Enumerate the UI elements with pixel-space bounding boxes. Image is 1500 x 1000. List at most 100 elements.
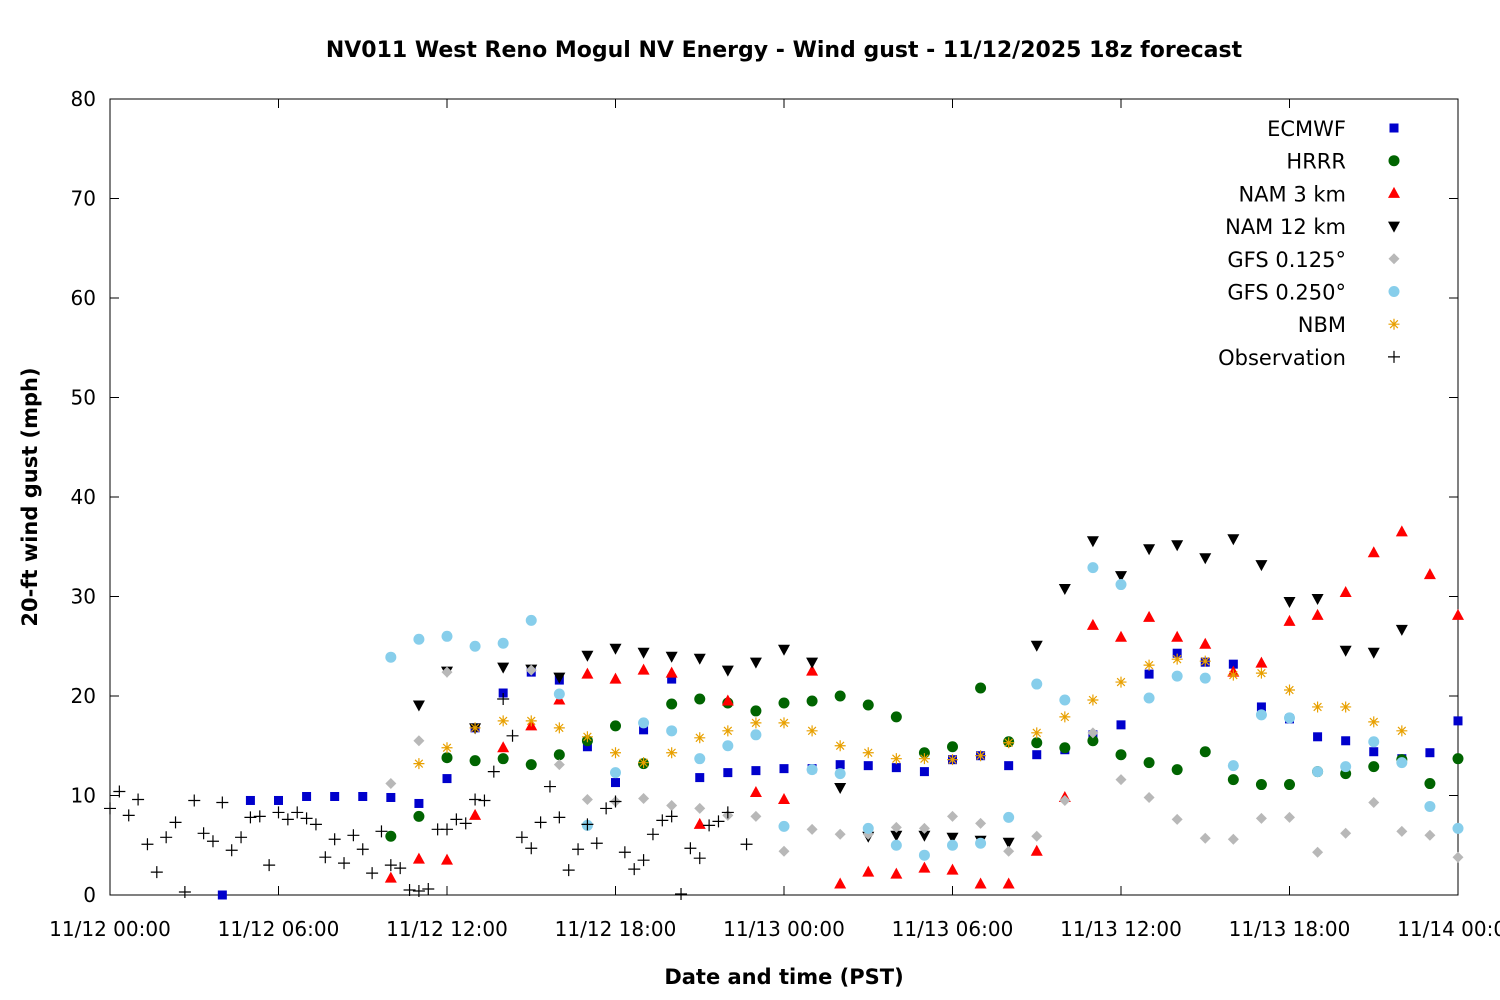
nbm-point <box>1087 694 1099 706</box>
gfs-0-250-point <box>1003 811 1015 823</box>
gfs-0-125-point <box>1143 791 1155 803</box>
ecmwf-point <box>582 742 592 752</box>
nam-3-km-point <box>1395 525 1408 537</box>
ecmwf-point <box>835 760 845 770</box>
nam-12-km-point <box>1115 571 1127 583</box>
ecmwf-point <box>274 795 283 805</box>
nbm-point <box>1255 667 1267 679</box>
nam-3-km-point <box>497 741 510 753</box>
nbm-point <box>1340 701 1352 713</box>
nam-12-km-point <box>946 832 959 844</box>
nbm-point <box>806 725 818 737</box>
gfs-0-250-point <box>918 849 930 861</box>
observation-point <box>356 843 369 856</box>
ecmwf-point <box>751 766 761 776</box>
nam-12-km-point <box>1086 536 1099 548</box>
observation-point <box>712 815 725 828</box>
ecmwf-point <box>330 791 340 801</box>
legend-label-ecmwf: ECMWF <box>1267 117 1346 141</box>
gfs-0-250-point <box>1452 822 1464 834</box>
hrrr-point <box>413 810 425 822</box>
nam-3-km-point <box>1339 586 1352 598</box>
legend-marker-gfs-0-125 <box>1388 253 1400 265</box>
nbm-point <box>497 715 509 727</box>
observation-point <box>178 886 191 899</box>
ecmwf-point <box>639 725 649 735</box>
y-tick-label: 0 <box>83 883 96 907</box>
hrrr-point <box>1059 742 1071 754</box>
nbm-point <box>975 750 987 762</box>
gfs-0-250-point <box>1059 694 1071 706</box>
legend-marker-gfs-0-250 <box>1388 286 1400 297</box>
nbm-point <box>1143 659 1155 671</box>
y-tick-label: 60 <box>71 286 96 310</box>
observation-point <box>216 796 229 809</box>
hrrr-point <box>1368 761 1380 773</box>
ecmwf-point <box>386 792 396 802</box>
hrrr-point <box>1199 746 1211 758</box>
nam-12-km-point <box>693 653 706 665</box>
ecmwf-point <box>1116 720 1126 730</box>
observation-point <box>206 835 219 848</box>
nbm-point <box>890 753 902 765</box>
nam-3-km-point <box>665 666 678 678</box>
observation-point <box>197 827 210 840</box>
observation-point <box>141 838 154 851</box>
legend-label-gfs-0-250: GFS 0.250° <box>1227 281 1346 305</box>
observation-point <box>281 813 294 826</box>
nam-3-km-point <box>581 667 594 679</box>
hrrr-point <box>834 690 846 702</box>
gfs-0-125-point <box>750 810 762 822</box>
nam-3-km-point <box>441 853 453 865</box>
nam-3-km-point <box>974 877 987 889</box>
observation-point <box>515 831 528 844</box>
hrrr-point <box>1424 778 1436 790</box>
gfs-0-250-point <box>862 822 874 834</box>
ecmwf-point <box>1313 732 1323 742</box>
nam-3-km-point <box>918 861 931 873</box>
ecmwf-point <box>919 767 929 777</box>
nbm-point <box>581 731 593 743</box>
ecmwf-point <box>414 798 424 808</box>
nbm-point <box>1031 727 1043 739</box>
nbm-point <box>1171 653 1183 665</box>
x-tick-label: 11/12 00:00 <box>49 917 171 941</box>
gfs-0-125-point <box>1059 794 1071 806</box>
ecmwf-point <box>302 791 312 801</box>
series-nbm <box>413 653 1408 770</box>
nam-3-km-point <box>721 694 734 706</box>
ecmwf-point <box>1341 736 1351 746</box>
gfs-0-125-point <box>1452 851 1464 863</box>
x-tick-label: 11/12 18:00 <box>555 917 677 941</box>
gfs-0-250-point <box>638 717 650 729</box>
observation-point <box>169 816 182 829</box>
observation-point <box>590 837 603 850</box>
gfs-0-125-point <box>413 735 425 747</box>
observation-point <box>225 844 238 857</box>
gfs-0-125-point <box>1003 845 1015 857</box>
ecmwf-point <box>667 674 677 684</box>
legend-label-nam-12-km: NAM 12 km <box>1225 215 1346 239</box>
nam-3-km-point <box>1171 630 1184 642</box>
observation-point <box>253 810 266 823</box>
nam-3-km-point <box>890 867 903 879</box>
gfs-0-250-point <box>1396 757 1408 769</box>
gfs-0-250-point <box>1143 692 1155 704</box>
hrrr-point <box>385 830 397 842</box>
gfs-0-125-point <box>666 799 678 811</box>
y-tick-label: 70 <box>71 187 96 211</box>
series-nam-3-km <box>384 525 1464 889</box>
observation-point <box>721 806 734 819</box>
gfs-0-250-point <box>1284 712 1295 724</box>
legend-label-gfs-0-125: GFS 0.125° <box>1227 248 1346 272</box>
gfs-0-125-point <box>806 823 818 835</box>
gfs-0-125-point <box>1340 827 1352 839</box>
chart-title: NV011 West Reno Mogul NV Energy - Wind g… <box>326 38 1243 63</box>
ecmwf-point <box>723 768 733 778</box>
hrrr-point <box>441 752 453 764</box>
nam-3-km-point <box>946 863 959 875</box>
gfs-0-250-point <box>1171 670 1183 682</box>
nbm-point <box>1199 655 1211 667</box>
nbm-point <box>666 747 678 759</box>
